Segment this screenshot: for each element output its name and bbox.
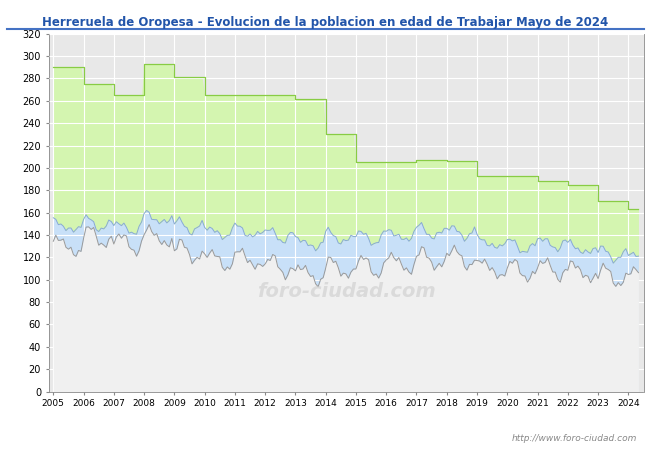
Text: Herreruela de Oropesa - Evolucion de la poblacion en edad de Trabajar Mayo de 20: Herreruela de Oropesa - Evolucion de la … (42, 16, 608, 29)
Text: foro-ciudad.com: foro-ciudad.com (257, 282, 436, 301)
Text: http://www.foro-ciudad.com: http://www.foro-ciudad.com (512, 434, 637, 443)
